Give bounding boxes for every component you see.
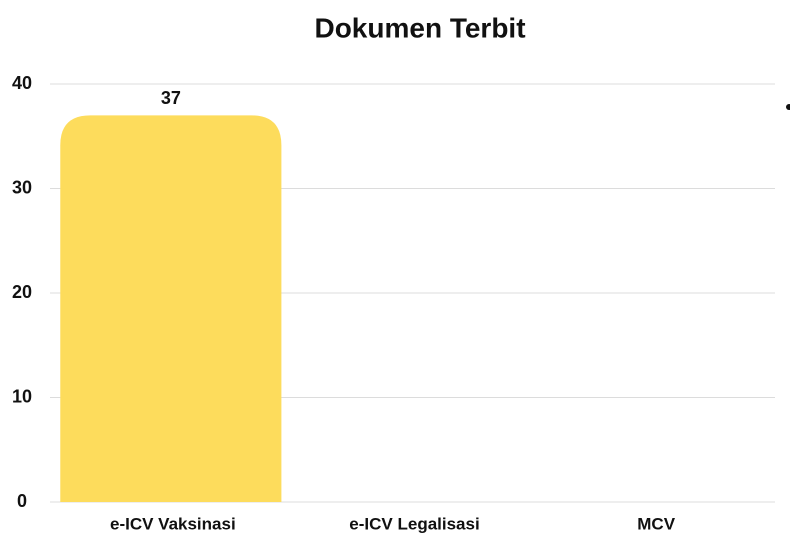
y-tick-label: 0: [17, 491, 27, 511]
y-tick-label: 10: [12, 386, 32, 406]
y-tick-label: 20: [12, 282, 32, 302]
bar: [60, 115, 282, 502]
chart-title: Dokumen Terbit: [314, 12, 525, 43]
x-tick-label: MCV: [637, 514, 675, 533]
legend-marker: [786, 104, 790, 110]
y-tick-label: 40: [12, 73, 32, 93]
x-tick-label: e-ICV Vaksinasi: [110, 514, 236, 533]
x-tick-label: e-ICV Legalisasi: [349, 514, 479, 533]
data-label: 37: [161, 88, 181, 108]
y-tick-label: 30: [12, 177, 32, 197]
